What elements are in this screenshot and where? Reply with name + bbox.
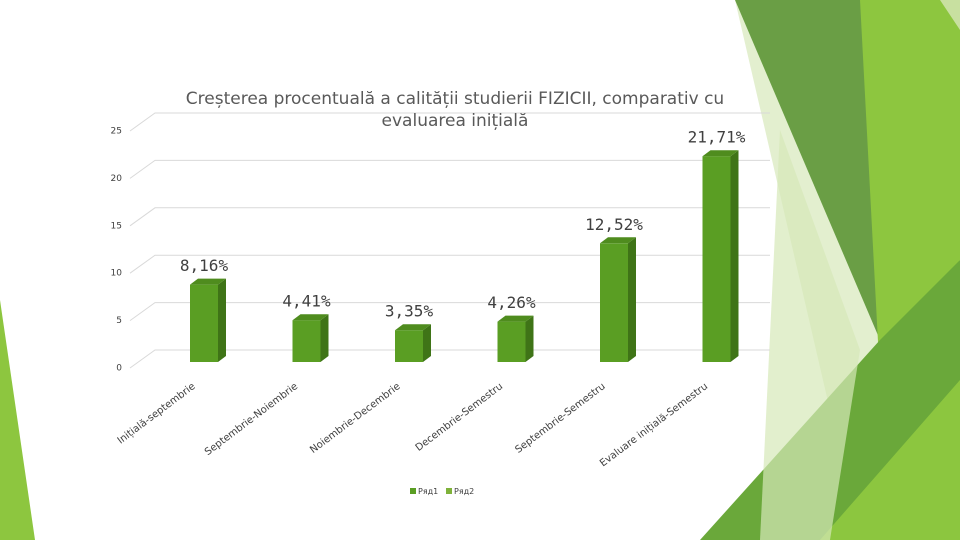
bar bbox=[190, 278, 226, 362]
bar-top bbox=[497, 315, 534, 322]
x-tick-label: Decembrie-Semestru bbox=[414, 381, 505, 454]
bar bbox=[497, 315, 534, 362]
bar-side bbox=[320, 314, 329, 362]
data-label: 4,26% bbox=[487, 293, 536, 312]
bar-top bbox=[395, 324, 431, 331]
bar bbox=[292, 314, 329, 362]
bar-top bbox=[600, 237, 636, 244]
y-tick-label: 25 bbox=[111, 127, 122, 137]
bar-top bbox=[292, 314, 329, 321]
deco-mid bbox=[760, 130, 860, 540]
y-tick-label: 0 bbox=[116, 364, 122, 374]
bar-front bbox=[497, 321, 526, 362]
x-tick-label: Inițială-septembrie bbox=[116, 381, 198, 447]
data-label: 12,52% bbox=[585, 215, 643, 234]
bar-top bbox=[190, 278, 226, 285]
data-label: 3,35% bbox=[385, 302, 434, 321]
bar-top bbox=[702, 150, 739, 157]
bar-side bbox=[628, 237, 636, 362]
y-tick-label: 20 bbox=[111, 174, 123, 184]
bar-side bbox=[730, 150, 739, 362]
legend-label: Ряд1 bbox=[418, 487, 438, 496]
bar bbox=[702, 150, 739, 362]
plot: 0 5 10 15 20 25 Inițială-septembrie 8,16% Septem… bbox=[111, 112, 770, 496]
x-tick-label: Septembrie-Noiembrie bbox=[203, 381, 300, 458]
y-tick-label: 5 bbox=[116, 316, 122, 326]
legend-label: Ряд2 bbox=[454, 487, 474, 496]
grid-line bbox=[129, 302, 770, 322]
grid-line bbox=[129, 254, 770, 274]
bar bbox=[600, 237, 636, 362]
bar-side bbox=[218, 278, 226, 362]
bar bbox=[395, 324, 431, 362]
deco-dark bbox=[735, 0, 880, 340]
grid-line bbox=[129, 159, 770, 179]
deco-bottom-light bbox=[820, 380, 960, 540]
bar-side bbox=[525, 315, 534, 362]
data-label: 8,16% bbox=[180, 256, 229, 275]
left-stripe bbox=[0, 300, 35, 540]
bar-front bbox=[190, 284, 218, 362]
bar-front bbox=[395, 330, 423, 362]
grid-line bbox=[129, 112, 770, 132]
data-label: 4,41% bbox=[282, 292, 331, 311]
grid-line bbox=[129, 349, 770, 369]
chart-title: Creșterea procentuală a calității studie… bbox=[185, 89, 725, 131]
x-tick-label: Evaluare inițială-Semestru bbox=[598, 381, 710, 469]
grid-line bbox=[129, 207, 770, 227]
x-tick-label: Noiembrie-Decembrie bbox=[308, 381, 402, 456]
y-tick-label: 10 bbox=[111, 269, 123, 279]
legend-swatch bbox=[446, 488, 452, 494]
bar-front bbox=[292, 320, 321, 362]
y-tick-label: 15 bbox=[111, 221, 122, 231]
bar-side bbox=[423, 324, 431, 362]
bar-front bbox=[702, 156, 731, 362]
deco-light bbox=[940, 0, 960, 30]
legend-swatch bbox=[410, 488, 416, 494]
data-label: 21,71% bbox=[688, 128, 746, 147]
bar-front bbox=[600, 243, 628, 362]
x-tick-label: Septembrie-Semestru bbox=[513, 381, 607, 456]
